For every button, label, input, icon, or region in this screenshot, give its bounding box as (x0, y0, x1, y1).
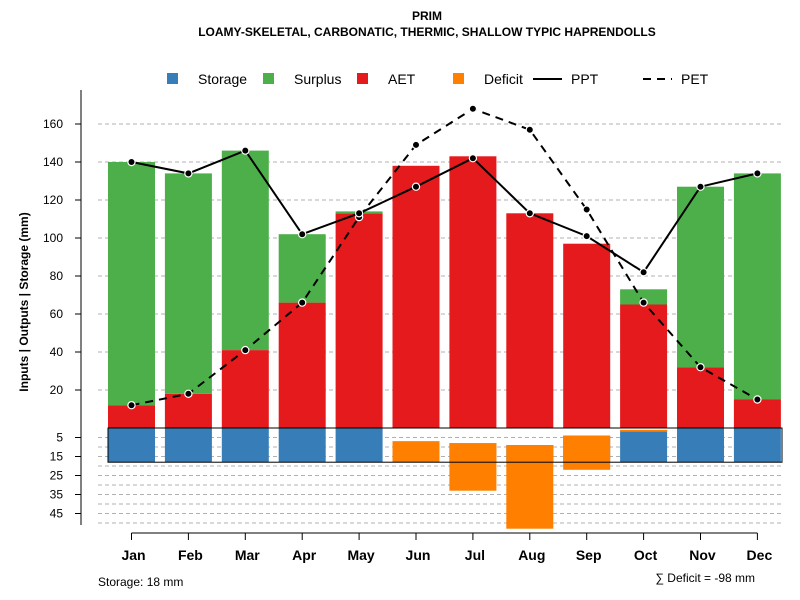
y-tick-label: 40 (50, 345, 64, 359)
y-tick-label: 120 (43, 193, 63, 207)
point-ppt (356, 210, 363, 217)
x-tick-label: Oct (634, 547, 658, 563)
legend-label: PPT (571, 71, 599, 87)
chart-title: PRIM (412, 9, 442, 23)
chart-subtitle: LOAMY-SKELETAL, CARBONATIC, THERMIC, SHA… (198, 25, 656, 39)
x-tick-label: Aug (518, 547, 545, 563)
bar-aet (279, 303, 326, 428)
legend: Storage Surplus AET Deficit PPT PET (167, 71, 709, 87)
bar-aet (734, 400, 781, 429)
bar-deficit (620, 430, 667, 432)
legend-swatch (357, 73, 368, 84)
point-ppt (469, 155, 476, 162)
point-pet (640, 299, 647, 306)
legend-swatch (167, 73, 178, 84)
point-pet (583, 206, 590, 213)
y-tick-label: 160 (43, 117, 63, 131)
water-balance-chart: PRIM LOAMY-SKELETAL, CARBONATIC, THERMIC… (0, 0, 800, 600)
bar-deficit (393, 441, 440, 462)
bar-storage (677, 428, 724, 462)
x-tick-label: Jul (465, 547, 485, 563)
point-pet (185, 390, 192, 397)
point-ppt (640, 269, 647, 276)
bar-aet (563, 244, 610, 428)
point-ppt (697, 183, 704, 190)
point-pet (242, 347, 249, 354)
point-ppt (583, 233, 590, 240)
bar-surplus (279, 234, 326, 302)
x-tick-label: Sep (576, 547, 602, 563)
point-ppt (242, 147, 249, 154)
y-tick-label: 5 (56, 431, 63, 445)
chart-container: PRIM LOAMY-SKELETAL, CARBONATIC, THERMIC… (0, 0, 800, 600)
point-ppt (128, 158, 135, 165)
y-axis-label: Inputs | Outputs | Storage (mm) (17, 212, 31, 391)
bar-storage (336, 428, 383, 462)
point-ppt (526, 210, 533, 217)
deficit-sum-footnote: ∑ Deficit = -98 mm (655, 571, 755, 585)
bar-storage (108, 428, 155, 462)
bar-surplus (165, 173, 212, 393)
bar-aet (620, 305, 667, 429)
bar-aet (449, 156, 496, 428)
point-pet (526, 126, 533, 133)
x-tick-label: Dec (747, 547, 773, 563)
legend-label: PET (681, 71, 709, 87)
point-pet (697, 364, 704, 371)
x-tick-label: May (347, 547, 374, 563)
point-pet (128, 402, 135, 409)
bar-deficit (563, 436, 610, 470)
bar-surplus (677, 187, 724, 368)
legend-label: AET (388, 71, 416, 87)
y-tick-label: 80 (50, 269, 64, 283)
y-tick-label: 25 (50, 469, 64, 483)
bar-aet (506, 213, 553, 428)
bar-aet (165, 394, 212, 428)
x-tick-label: Jun (406, 547, 431, 563)
bar-aet (336, 213, 383, 428)
bar-storage (165, 428, 212, 462)
bar-surplus (734, 173, 781, 399)
bar-surplus (108, 162, 155, 405)
bar-deficit (506, 445, 553, 529)
point-pet (754, 396, 761, 403)
y-tick-label: 20 (50, 383, 64, 397)
legend-swatch (453, 73, 464, 84)
y-tick-label: 35 (50, 488, 64, 502)
y-tick-label: 100 (43, 231, 63, 245)
point-ppt (299, 231, 306, 238)
storage-footnote: Storage: 18 mm (98, 575, 183, 589)
point-ppt (754, 170, 761, 177)
point-pet (412, 141, 419, 148)
bar-storage (222, 428, 269, 462)
point-pet (299, 299, 306, 306)
x-tick-label: Feb (178, 547, 203, 563)
y-tick-label: 140 (43, 155, 63, 169)
bar-aet (677, 367, 724, 428)
bar-surplus (222, 151, 269, 351)
y-tick-label: 15 (50, 450, 64, 464)
legend-label: Storage (198, 71, 247, 87)
bar-storage (734, 428, 781, 462)
bar-aet (222, 350, 269, 428)
point-ppt (412, 183, 419, 190)
legend-label: Deficit (484, 71, 523, 87)
bar-aet (393, 166, 440, 428)
x-tick-label: Apr (292, 547, 317, 563)
point-pet (469, 105, 476, 112)
y-tick-label: 45 (50, 507, 64, 521)
y-tick-label: 60 (50, 307, 64, 321)
point-ppt (185, 170, 192, 177)
x-tick-label: Nov (689, 547, 716, 563)
x-tick-label: Mar (235, 547, 260, 563)
bar-deficit (449, 443, 496, 491)
upper-bars (108, 151, 781, 428)
legend-swatch (263, 73, 274, 84)
bar-storage (279, 428, 326, 462)
bar-storage (620, 430, 667, 462)
legend-label: Surplus (294, 71, 341, 87)
x-tick-label: Jan (121, 547, 145, 563)
